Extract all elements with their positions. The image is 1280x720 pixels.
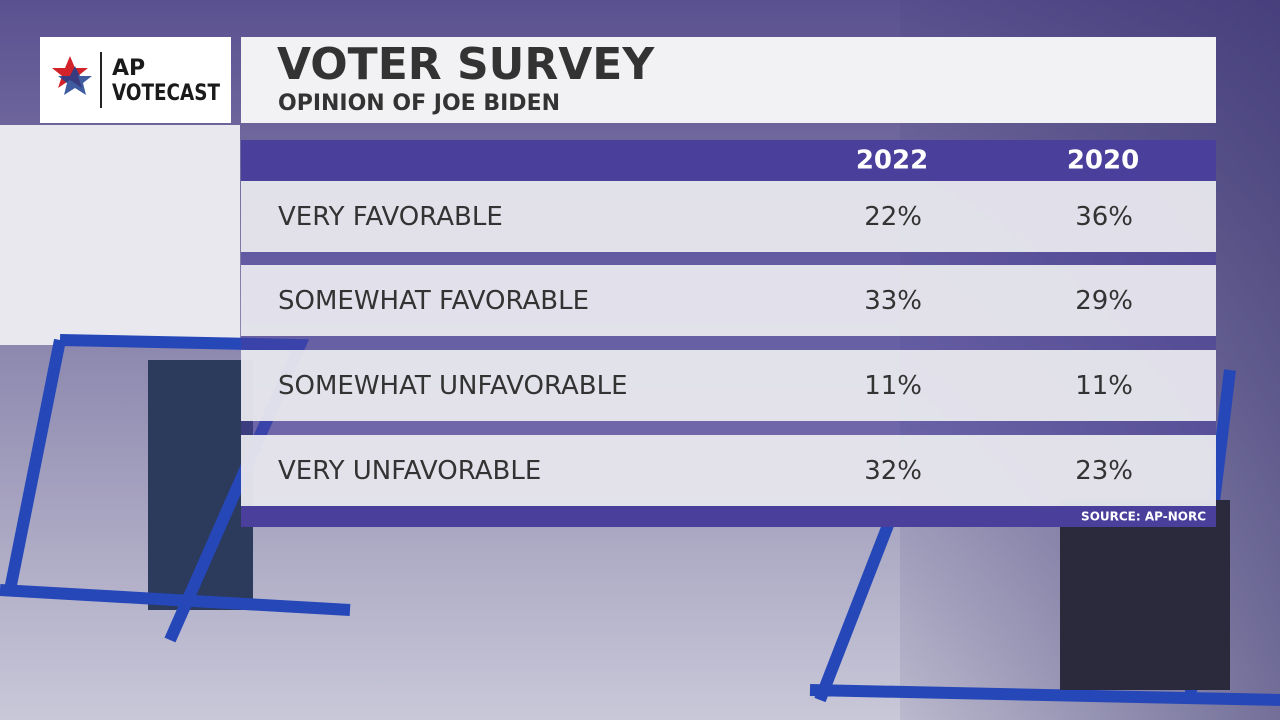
- table-row: [241, 181, 1216, 252]
- table: 2022 2020 VERY FAVORABLE 22% 36% SOMEWHAT FAV…: [241, 146, 1216, 506]
- cell-value: 11%: [864, 371, 922, 401]
- table-row: [241, 265, 1216, 336]
- subtitle: OPINION OF JOE BIDEN: [278, 91, 560, 116]
- row-label: VERY UNFAVORABLE: [278, 456, 541, 486]
- row-label: SOMEWHAT UNFAVORABLE: [278, 371, 628, 401]
- row-label: SOMEWHAT FAVORABLE: [278, 286, 589, 316]
- table-row: [241, 350, 1216, 421]
- title: VOTER SURVEY: [277, 39, 655, 90]
- table-header: [241, 140, 1216, 181]
- cell-value: 36%: [1075, 202, 1133, 232]
- row-label: VERY FAVORABLE: [278, 202, 503, 232]
- cell-value: 22%: [864, 202, 922, 232]
- voting-booth: [0, 125, 240, 345]
- voter-legs: [1060, 500, 1230, 690]
- logo-text: AP: [112, 56, 145, 81]
- logo-text: VOTECAST: [112, 81, 220, 106]
- cell-value: 32%: [864, 456, 922, 486]
- table-footer: [241, 506, 1216, 527]
- table-row: [241, 435, 1216, 506]
- column-header: 2022: [856, 146, 928, 176]
- cell-value: 23%: [1075, 456, 1133, 486]
- logo-star: [58, 66, 92, 95]
- cell-value: 11%: [1075, 371, 1133, 401]
- column-header: 2020: [1067, 146, 1139, 176]
- cell-value: 29%: [1075, 286, 1133, 316]
- title-panel: [241, 37, 1216, 123]
- cell-value: 33%: [864, 286, 922, 316]
- source: SOURCE: AP-NORC: [1081, 510, 1206, 524]
